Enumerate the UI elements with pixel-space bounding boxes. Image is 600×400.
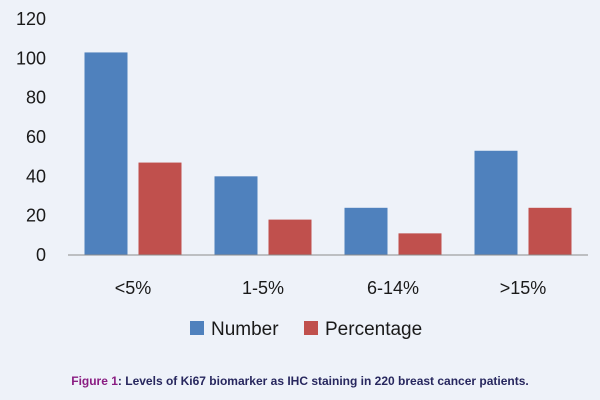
legend-swatch-number — [190, 321, 204, 335]
y-tick-label: 40 — [26, 166, 46, 186]
y-tick-label: 20 — [26, 206, 46, 226]
legend-label-number: Number — [211, 319, 279, 340]
bar-number-2 — [344, 207, 388, 255]
y-axis-ticks: 0 20 40 60 80 100 120 — [16, 9, 46, 265]
y-tick-label: 120 — [16, 9, 46, 29]
bar-percentage-0 — [138, 162, 182, 255]
bar-number-0 — [84, 52, 128, 255]
caption-text: : Levels of Ki67 biomarker as IHC staini… — [117, 374, 529, 388]
legend: Number Percentage — [190, 319, 422, 340]
x-category-label: 6-14% — [367, 278, 419, 298]
legend-swatch-percentage — [304, 321, 318, 335]
bars — [84, 52, 572, 255]
y-tick-label: 80 — [26, 88, 46, 108]
x-axis-labels: <5% 1-5% 6-14% >15% — [115, 278, 547, 298]
y-tick-label: 100 — [16, 48, 46, 68]
bar-number-1 — [214, 176, 258, 255]
y-tick-label: 0 — [36, 245, 46, 265]
x-category-label: >15% — [500, 278, 547, 298]
x-category-label: 1-5% — [242, 278, 284, 298]
bar-chart: 0 20 40 60 80 100 120 <5% 1-5% 6-14% >15% Number P… — [16, 9, 588, 340]
chart-area: 0 20 40 60 80 100 120 <5% 1-5% 6-14% >15% Number P… — [16, 9, 588, 340]
y-tick-label: 60 — [26, 127, 46, 147]
bar-number-3 — [474, 150, 518, 255]
figure-caption: Figure 1: Levels of Ki67 biomarker as IH… — [0, 374, 600, 388]
bar-percentage-3 — [528, 207, 572, 255]
x-category-label: <5% — [115, 278, 152, 298]
caption-label: Figure 1 — [71, 374, 118, 388]
legend-label-percentage: Percentage — [325, 319, 422, 340]
bar-percentage-1 — [268, 219, 312, 255]
bar-percentage-2 — [398, 233, 442, 255]
